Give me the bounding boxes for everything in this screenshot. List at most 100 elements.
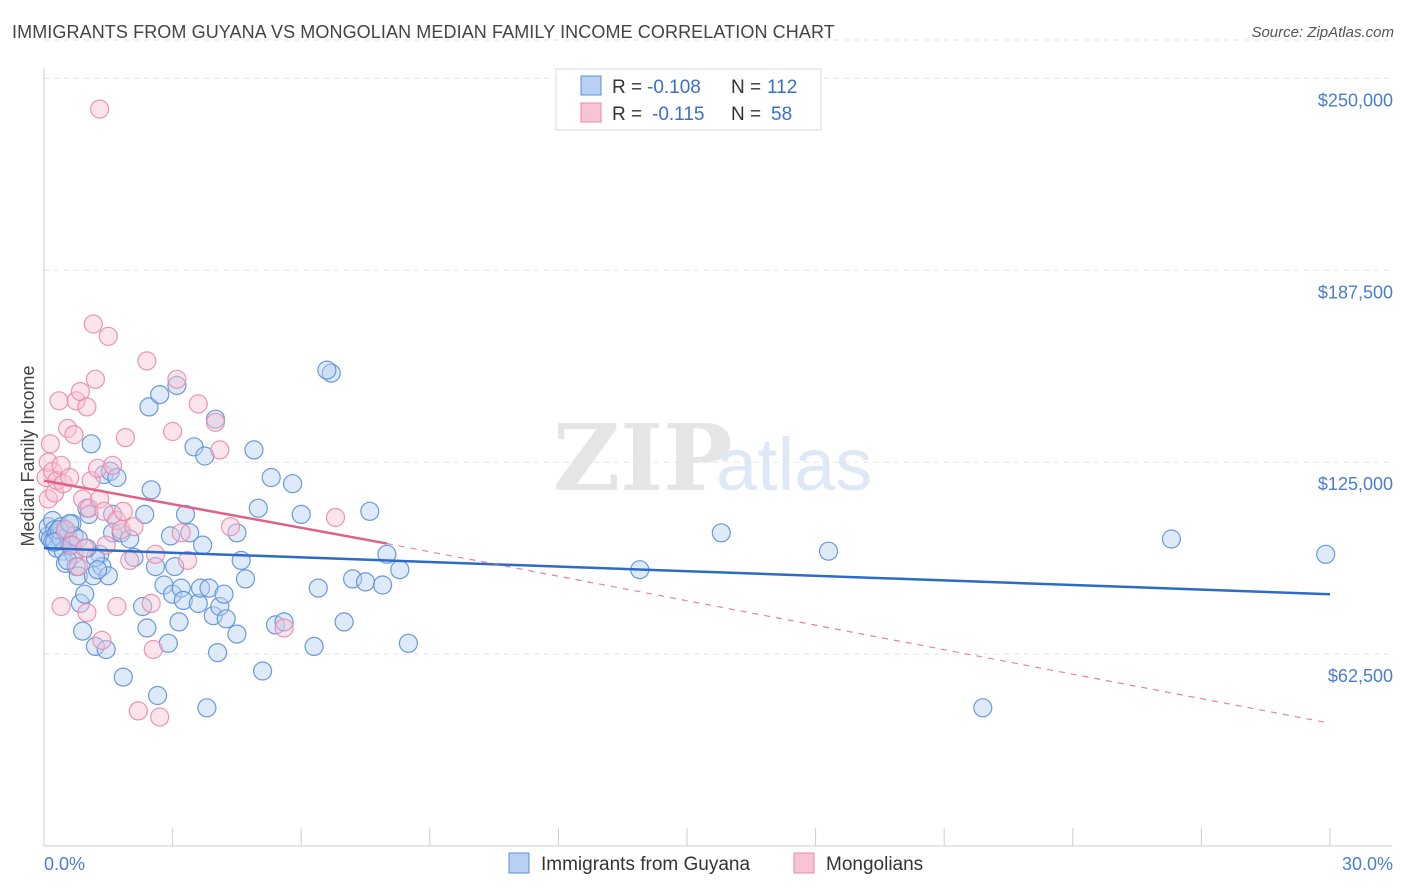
data-point-guyana bbox=[377, 544, 397, 564]
data-point-guyana bbox=[334, 612, 354, 632]
data-point-guyana bbox=[139, 397, 159, 417]
data-point-mongolians bbox=[98, 326, 118, 346]
data-point-guyana bbox=[173, 590, 193, 611]
data-point-mongolians bbox=[171, 523, 191, 543]
trend-line-mongolians bbox=[43, 479, 388, 545]
data-point-guyana bbox=[135, 504, 155, 525]
data-point-mongolians bbox=[68, 556, 88, 577]
legend-swatch-blue bbox=[580, 75, 602, 96]
data-point-guyana bbox=[57, 550, 78, 571]
trend-line-mongolians-extension bbox=[386, 542, 1331, 724]
data-point-guyana bbox=[818, 541, 839, 561]
data-point-guyana bbox=[107, 467, 127, 488]
data-point-guyana bbox=[304, 636, 324, 657]
data-point-mongolians bbox=[51, 596, 71, 617]
y-tick-label: $62,500 bbox=[1328, 666, 1393, 686]
data-point-guyana bbox=[283, 474, 303, 494]
data-point-guyana bbox=[355, 572, 376, 592]
data-point-mongolians bbox=[150, 707, 170, 727]
legend-n-value-pink: 58 bbox=[771, 104, 792, 125]
data-point-mongolians bbox=[83, 314, 103, 334]
data-point-guyana bbox=[261, 467, 281, 488]
data-point-guyana bbox=[291, 504, 311, 525]
data-point-guyana bbox=[75, 584, 95, 604]
data-point-mongolians bbox=[85, 369, 106, 389]
x-tick-label-max: 30.0% bbox=[1342, 854, 1393, 874]
y-tick-labels: $62,500 $125,000 $187,500 $250,000 bbox=[1318, 90, 1393, 686]
y-tick-label: $125,000 bbox=[1318, 474, 1393, 494]
data-point-guyana bbox=[216, 609, 236, 629]
data-point-mongolians bbox=[274, 618, 294, 638]
data-point-mongolians bbox=[94, 501, 114, 521]
chart-title: IMMIGRANTS FROM GUYANA VS MONGOLIAN MEDI… bbox=[12, 22, 835, 42]
data-point-guyana bbox=[113, 667, 133, 687]
data-point-guyana bbox=[360, 501, 380, 521]
data-point-guyana bbox=[141, 480, 161, 500]
data-point-guyana bbox=[87, 560, 108, 580]
data-point-mongolians bbox=[102, 455, 123, 475]
data-point-guyana bbox=[253, 661, 273, 681]
data-point-mongolians bbox=[113, 501, 133, 521]
data-point-guyana bbox=[169, 612, 189, 632]
legend-r-label-pink: R = bbox=[612, 104, 642, 125]
data-point-guyana bbox=[188, 593, 208, 614]
data-point-guyana bbox=[1161, 529, 1182, 549]
data-point-mongolians bbox=[178, 550, 198, 571]
data-point-guyana bbox=[72, 621, 93, 641]
data-point-guyana bbox=[973, 698, 993, 718]
data-point-mongolians bbox=[120, 550, 140, 571]
data-point-guyana bbox=[137, 618, 157, 638]
data-point-guyana bbox=[711, 523, 731, 543]
data-point-mongolians bbox=[128, 701, 148, 721]
data-point-mongolians bbox=[77, 397, 97, 417]
data-point-guyana bbox=[390, 560, 410, 580]
y-tick-label: $250,000 bbox=[1318, 90, 1393, 110]
data-point-guyana bbox=[210, 596, 230, 617]
bottom-legend-swatch-guyana bbox=[508, 852, 530, 874]
data-point-guyana bbox=[317, 360, 337, 380]
data-point-mongolians bbox=[205, 412, 226, 432]
data-point-mongolians bbox=[145, 544, 166, 564]
bottom-legend: Immigrants from Guyana Mongolians bbox=[508, 852, 923, 875]
data-point-guyana bbox=[148, 685, 168, 706]
data-point-mongolians bbox=[66, 391, 86, 411]
legend-r-label-blue: R = bbox=[612, 77, 642, 98]
trend-line-guyana bbox=[43, 546, 1331, 596]
correlation-legend: R = -0.108 N = 112 R = -0.115 N = 58 bbox=[555, 68, 822, 131]
data-point-mongolians bbox=[49, 391, 69, 411]
data-point-guyana bbox=[167, 375, 187, 395]
data-point-mongolians bbox=[77, 602, 97, 623]
x-axis-ticks bbox=[43, 828, 1331, 846]
data-point-guyana bbox=[171, 578, 191, 598]
data-point-guyana bbox=[373, 575, 393, 595]
data-point-guyana bbox=[398, 633, 418, 653]
data-point-guyana bbox=[1316, 544, 1336, 564]
data-point-mongolians bbox=[141, 593, 161, 614]
data-point-guyana bbox=[98, 566, 118, 586]
legend-n-label-blue: N = bbox=[731, 77, 761, 98]
legend-n-label-pink: N = bbox=[731, 104, 761, 125]
data-point-guyana bbox=[96, 639, 116, 660]
data-point-mongolians bbox=[325, 507, 346, 528]
gridlines bbox=[44, 39, 1392, 655]
data-point-guyana bbox=[244, 440, 264, 460]
data-point-mongolians bbox=[87, 458, 108, 478]
trend-lines bbox=[43, 479, 1331, 724]
data-point-guyana bbox=[214, 584, 234, 604]
data-point-mongolians bbox=[163, 421, 183, 442]
data-point-guyana bbox=[248, 498, 268, 518]
series-mongolians-points bbox=[36, 99, 346, 727]
data-point-mongolians bbox=[188, 394, 208, 414]
data-point-guyana bbox=[81, 434, 101, 454]
data-point-guyana bbox=[49, 520, 69, 540]
watermark: ZIP atlas bbox=[553, 404, 872, 512]
data-point-guyana bbox=[150, 385, 170, 405]
data-point-guyana bbox=[227, 624, 247, 644]
data-point-guyana bbox=[274, 612, 294, 632]
data-point-mongolians bbox=[210, 440, 230, 460]
bottom-legend-swatch-mongolians bbox=[793, 852, 815, 874]
data-point-mongolians bbox=[220, 517, 241, 537]
data-point-mongolians bbox=[115, 428, 136, 448]
watermark-zip: ZIP bbox=[553, 404, 732, 512]
